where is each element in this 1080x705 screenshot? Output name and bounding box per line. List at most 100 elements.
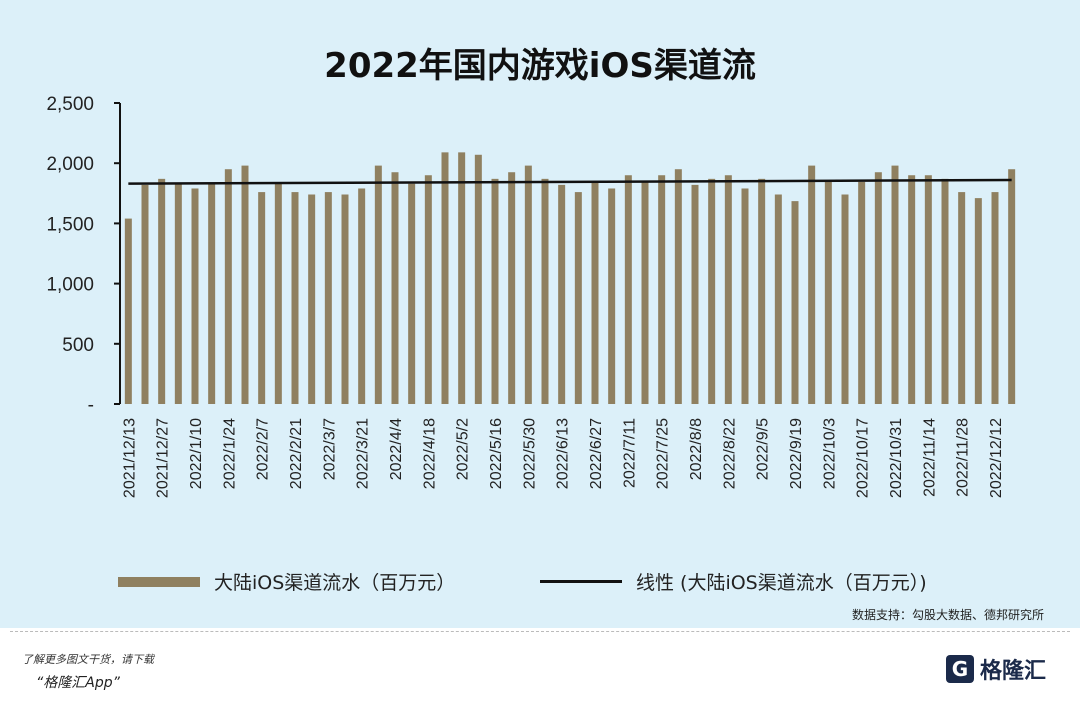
x-tick-label: 2022/10/31	[888, 418, 905, 498]
bar	[341, 194, 349, 404]
bar	[208, 183, 216, 404]
bar	[441, 152, 449, 404]
bar	[824, 181, 832, 404]
bar	[791, 201, 799, 404]
legend-label-line: 线性 (大陆iOS渠道流水（百万元）)	[636, 572, 927, 594]
x-tick-label: 2022/10/17	[855, 418, 872, 498]
x-tick-label: 2022/7/25	[655, 418, 672, 489]
x-tick-label: 2022/12/12	[988, 418, 1005, 498]
x-tick-label: 2022/3/21	[355, 418, 372, 489]
bar	[874, 172, 882, 404]
x-tick-label: 2022/4/4	[388, 418, 405, 480]
trend-line	[128, 178, 1012, 185]
bar	[241, 165, 249, 404]
x-tick-label: 2022/9/19	[788, 418, 805, 489]
x-tick-label: 2022/11/14	[921, 418, 938, 497]
x-tick-label: 2022/4/18	[421, 418, 438, 489]
bar	[758, 178, 766, 404]
footer-text: 了解更多图文干货，请下载	[22, 653, 154, 666]
bar	[191, 188, 199, 404]
y-tick-label: 2,500	[46, 94, 94, 115]
bar	[141, 184, 149, 404]
x-tick-label: 2022/7/11	[621, 418, 638, 488]
bar	[158, 178, 166, 404]
legend-swatch-bar	[118, 576, 200, 587]
bar	[474, 154, 482, 404]
bar	[174, 183, 182, 404]
bar	[408, 183, 416, 404]
chart-title: 2022年国内游戏iOS渠道流	[324, 46, 756, 86]
bar	[658, 175, 666, 404]
bar	[524, 165, 532, 404]
bar	[891, 165, 899, 404]
source-note: 数据支持：勾股大数据、德邦研究所	[851, 608, 1044, 622]
bar	[574, 192, 582, 404]
bar-chart: - 500 1,000 1,500 2,000 2,500 2021/12/13 2021/1…	[46, 94, 1016, 498]
bar	[691, 184, 699, 404]
x-tick-label: 2021/12/13	[121, 418, 138, 498]
bar	[558, 184, 566, 404]
legend-swatch-line	[540, 580, 622, 583]
bar	[941, 178, 949, 404]
bar	[274, 183, 282, 404]
bar	[908, 175, 916, 404]
legend-label-bar: 大陆iOS渠道流水（百万元）	[214, 572, 456, 594]
bar	[774, 194, 782, 404]
y-tick-label: 1,000	[46, 275, 94, 296]
bar	[424, 175, 432, 404]
bar	[708, 178, 716, 404]
y-tick-label: 2,000	[46, 154, 94, 175]
bar	[608, 188, 616, 404]
bar	[624, 175, 632, 404]
bar	[958, 192, 966, 404]
bar	[258, 192, 266, 404]
x-tick-label: 2022/2/21	[288, 418, 305, 489]
x-tick-label: 2022/8/8	[688, 418, 705, 480]
x-tick-label: 2022/8/22	[721, 418, 738, 489]
x-tick-label: 2022/6/13	[555, 418, 572, 489]
divider	[10, 631, 1070, 632]
legend-item-line: 线性 (大陆iOS渠道流水（百万元）)	[540, 568, 927, 595]
bar	[991, 192, 999, 404]
bar	[591, 181, 599, 404]
bar	[1008, 169, 1016, 404]
legend-item-bar: 大陆iOS渠道流水（百万元）	[118, 568, 455, 595]
bar	[974, 198, 982, 404]
x-tick-label: 2022/1/10	[188, 418, 205, 489]
x-tick-label: 2022/5/2	[455, 418, 472, 480]
x-tick-label: 2022/9/5	[755, 418, 772, 480]
x-tick-label: 2022/6/27	[588, 418, 605, 489]
logo: G 格隆汇	[945, 653, 1046, 685]
x-tick-label: 2021/12/27	[155, 418, 172, 498]
x-tick-label: 2022/5/30	[521, 418, 538, 489]
bar	[541, 178, 549, 404]
bar	[124, 218, 132, 404]
bar	[491, 178, 499, 404]
bar	[741, 188, 749, 404]
bar	[858, 181, 866, 404]
bar	[291, 192, 299, 404]
bar	[808, 165, 816, 404]
bar	[391, 172, 399, 404]
bar	[924, 175, 932, 404]
bar	[674, 169, 682, 404]
bar	[458, 152, 466, 404]
footer-app-name: “格隆汇App”	[36, 675, 120, 691]
bar	[841, 194, 849, 404]
x-tick-label: 2022/5/16	[488, 418, 505, 489]
bar	[724, 175, 732, 404]
y-tick-label: -	[88, 395, 94, 416]
bar	[641, 181, 649, 404]
bar	[374, 165, 382, 404]
x-tick-label: 2022/11/28	[955, 418, 972, 497]
bar	[308, 194, 316, 404]
x-tick-label: 2022/3/7	[321, 418, 338, 480]
bar	[358, 188, 366, 404]
logo-mark-icon: G	[945, 655, 974, 683]
x-tick-label: 2022/2/7	[255, 418, 272, 480]
x-tick-label: 2022/10/3	[821, 418, 838, 489]
bar	[224, 169, 232, 404]
bar	[324, 192, 332, 404]
bar	[508, 172, 516, 404]
y-tick-label: 1,500	[46, 214, 94, 235]
